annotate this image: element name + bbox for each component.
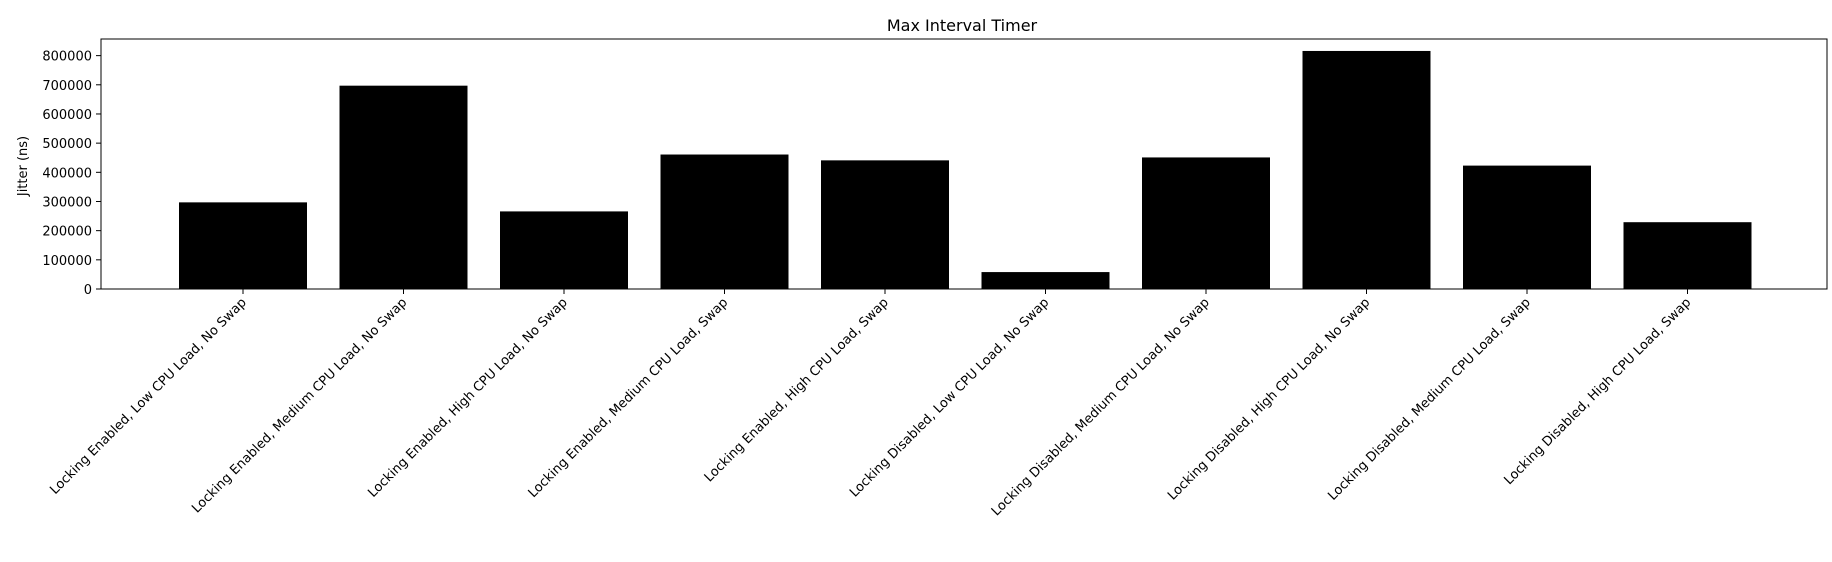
y-tick-label: 200000 [42,225,92,240]
x-tick-label: Locking Disabled, Medium CPU Load, Swap [1325,295,1533,503]
bar [500,211,628,289]
bar [1463,165,1591,289]
x-tick-label: Locking Enabled, Medium CPU Load, Swap [526,295,732,501]
y-tick-label: 400000 [42,166,92,181]
bar [1623,222,1752,289]
bar [1142,157,1270,289]
x-tick-label: Locking Disabled, High CPU Load, Swap [1501,295,1694,488]
y-tick-label: 0 [84,283,92,298]
chart-title: Max Interval Timer [887,16,1038,35]
y-tick-label: 500000 [42,137,92,152]
bar [339,85,468,290]
y-tick-label: 800000 [42,50,92,65]
x-tick-label: Locking Enabled, High CPU Load, Swap [702,295,892,485]
x-tick-label: Locking Disabled, High CPU Load, No Swap [1165,295,1373,503]
plot-frame [100,38,1828,290]
y-tick-label: 300000 [42,195,92,210]
bar [660,154,789,289]
x-tick-label: Locking Enabled, High CPU Load, No Swap [365,295,571,501]
x-tick-label: Locking Enabled, Low CPU Load, No Swap [47,295,249,497]
x-axis-ticks: Locking Enabled, Low CPU Load, No Swap Lo… [47,289,1694,519]
y-axis-ticks: 0 100000 200000 300000 400000 500000 600000 700… [42,50,101,298]
bar [821,160,949,289]
x-tick-label: Locking Disabled, Low CPU Load, No Swap [847,295,1052,500]
y-tick-label: 100000 [42,254,92,269]
y-tick-label: 600000 [42,108,92,123]
y-tick-label: 700000 [42,79,92,94]
y-axis-label: Jitter (ns) [16,136,31,197]
bars-group [179,50,1752,290]
bar [179,202,307,289]
bar [1302,50,1431,289]
bar [981,272,1110,289]
